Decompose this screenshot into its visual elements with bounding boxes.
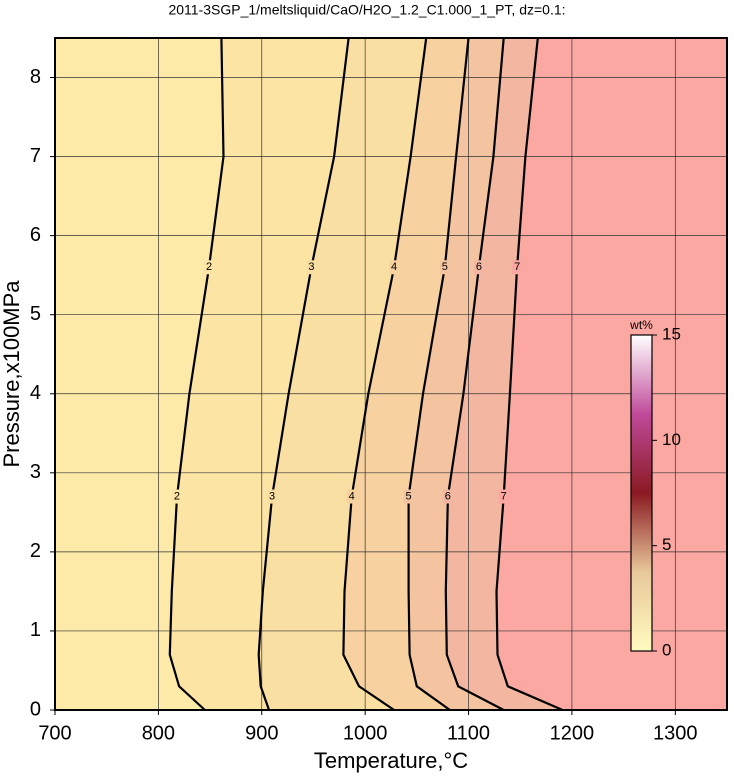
- contour-label: 6: [445, 490, 451, 502]
- colorbar: [630, 334, 653, 652]
- y-tick-label: 6: [30, 224, 41, 246]
- x-tick-label: 1200: [550, 722, 595, 744]
- contour-label-bg: [267, 489, 278, 504]
- colorbar-tick-label: 15: [662, 324, 681, 343]
- y-tick-label: 0: [30, 698, 41, 720]
- contour-label: 6: [476, 261, 482, 273]
- contour-label-bg: [306, 260, 317, 275]
- y-axis-label: Pressure,x100MPa: [0, 280, 24, 468]
- y-tick-label: 5: [30, 303, 41, 325]
- colorbar-tick-label: 0: [662, 640, 671, 659]
- contour-label-bg: [204, 260, 215, 275]
- y-tick-label: 4: [30, 382, 41, 404]
- contour-label: 5: [442, 261, 448, 273]
- contour-band: [496, 38, 727, 710]
- plot-frame: [54, 37, 728, 711]
- contour-label-bg: [403, 489, 414, 504]
- contour-label-bg: [439, 260, 450, 275]
- contour-label: 3: [308, 261, 314, 273]
- contour-label: 7: [501, 490, 507, 502]
- colorbar-label: wt%: [629, 318, 653, 332]
- x-tick-label: 1100: [447, 722, 490, 744]
- y-tick-label: 7: [30, 145, 41, 167]
- x-tick-label: 700: [38, 722, 71, 744]
- x-axis-label: Temperature,°C: [314, 748, 468, 773]
- x-tick-label: 800: [142, 722, 175, 744]
- x-tick-label: 900: [245, 722, 278, 744]
- chart-title: 2011-3SGP_1/meltsliquid/CaO/H2O_1.2_C1.0…: [168, 2, 565, 18]
- y-tick-label: 8: [30, 66, 41, 88]
- contour-label-bg: [171, 489, 182, 504]
- contour-label: 3: [269, 490, 275, 502]
- contour-label: 4: [349, 490, 355, 502]
- contour-label-bg: [498, 489, 509, 504]
- contour-label: 2: [174, 490, 180, 502]
- contour-label-bg: [473, 260, 484, 275]
- contour-label-bg: [512, 260, 523, 275]
- x-tick-label: 1000: [343, 722, 388, 744]
- y-tick-label: 3: [30, 461, 41, 483]
- contour-label: 5: [406, 490, 412, 502]
- contour-label-bg: [442, 489, 453, 504]
- colorbar-tick-label: 10: [662, 430, 681, 449]
- contour-label: 2: [206, 261, 212, 273]
- y-tick-label: 2: [30, 540, 41, 562]
- contour-label-bg: [389, 260, 400, 275]
- contour-label: 4: [391, 261, 397, 273]
- contour-label: 7: [514, 261, 520, 273]
- y-tick-label: 1: [30, 619, 41, 641]
- contour-label-bg: [346, 489, 357, 504]
- colorbar-tick-label: 5: [662, 535, 671, 554]
- x-tick-label: 1300: [653, 722, 698, 744]
